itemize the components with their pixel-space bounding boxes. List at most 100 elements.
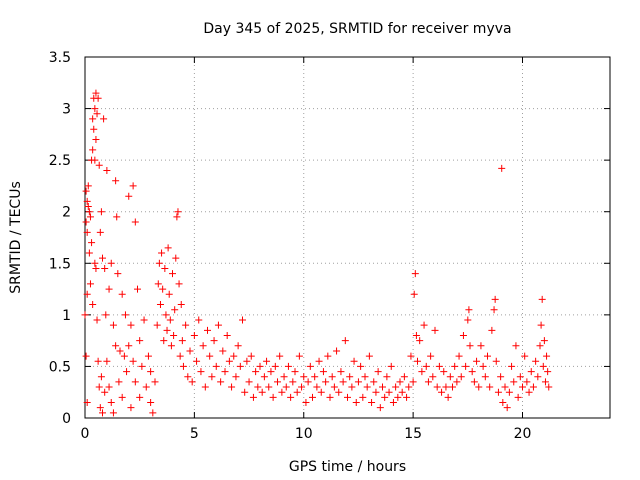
data-point	[115, 378, 123, 386]
data-point	[138, 362, 146, 370]
data-point	[396, 378, 404, 386]
data-point	[84, 182, 92, 190]
data-point	[315, 357, 323, 365]
data-point	[105, 383, 113, 391]
data-point	[529, 383, 537, 391]
data-point	[510, 378, 518, 386]
data-point	[260, 373, 268, 381]
data-point	[304, 378, 312, 386]
data-point	[127, 321, 135, 329]
data-point	[230, 352, 238, 360]
data-point	[400, 373, 408, 381]
data-point	[300, 373, 308, 381]
data-point	[453, 378, 461, 386]
data-point	[236, 362, 244, 370]
data-point	[501, 383, 509, 391]
y-tick-label: 0	[62, 411, 71, 427]
data-point	[159, 285, 167, 293]
data-point	[127, 404, 135, 412]
data-point	[392, 383, 400, 391]
x-tick-label: 20	[514, 426, 532, 442]
data-point	[387, 362, 395, 370]
y-tick-label: 1	[62, 308, 71, 324]
data-point	[468, 368, 476, 376]
data-point	[363, 383, 371, 391]
data-point	[302, 399, 310, 407]
data-point	[490, 306, 498, 314]
chart-title: Day 345 of 2025, SRMTID for receiver myv…	[203, 21, 511, 37]
data-point	[155, 259, 163, 267]
data-point	[147, 368, 155, 376]
data-point	[287, 393, 295, 401]
data-point	[348, 383, 356, 391]
data-point	[462, 362, 470, 370]
data-point	[379, 383, 386, 391]
y-tick-label: 1.5	[49, 256, 71, 272]
data-point	[239, 316, 246, 324]
data-point	[394, 393, 402, 401]
data-point	[475, 383, 483, 391]
data-point	[228, 383, 236, 391]
data-point	[164, 244, 172, 252]
data-point	[344, 393, 351, 401]
data-point	[101, 264, 109, 272]
data-point	[313, 383, 321, 391]
data-point	[267, 368, 275, 376]
data-point	[352, 399, 360, 407]
data-points	[81, 89, 553, 417]
data-point	[368, 399, 376, 407]
data-point	[543, 352, 551, 360]
x-tick-label: 0	[81, 426, 90, 442]
data-point	[113, 213, 121, 221]
data-point	[274, 378, 281, 386]
data-point	[91, 259, 99, 267]
data-point	[92, 264, 100, 272]
data-point	[83, 197, 91, 205]
data-point	[214, 321, 222, 329]
data-point	[335, 388, 343, 396]
data-point	[118, 290, 126, 298]
data-point	[92, 89, 100, 97]
data-point	[153, 321, 161, 329]
data-point	[212, 362, 220, 370]
data-point	[129, 182, 137, 190]
data-point	[512, 342, 520, 350]
data-point	[269, 393, 277, 401]
data-point	[97, 208, 105, 216]
data-point	[407, 352, 415, 360]
data-point	[89, 301, 97, 309]
data-point	[544, 368, 552, 376]
data-point	[365, 352, 373, 360]
data-point	[311, 373, 319, 381]
data-point	[156, 301, 164, 309]
data-point	[125, 342, 133, 350]
data-point	[374, 368, 382, 376]
data-point	[102, 311, 110, 319]
data-point	[161, 264, 169, 272]
data-point	[412, 331, 420, 339]
data-point	[91, 156, 99, 164]
data-point	[298, 383, 306, 391]
data-point	[206, 352, 214, 360]
data-point	[170, 331, 178, 339]
data-point	[403, 393, 411, 401]
data-point	[175, 280, 183, 288]
data-point	[276, 352, 284, 360]
data-point	[225, 357, 233, 365]
data-point	[129, 357, 137, 365]
data-point	[245, 378, 253, 386]
data-point	[96, 404, 104, 412]
data-point	[95, 383, 103, 391]
data-point	[86, 280, 94, 288]
data-point	[114, 270, 122, 278]
data-point	[90, 125, 98, 133]
data-point	[280, 373, 288, 381]
data-point	[322, 378, 330, 386]
data-point	[339, 378, 347, 386]
data-point	[105, 285, 113, 293]
data-point	[149, 409, 157, 417]
data-point	[144, 352, 152, 360]
data-point	[96, 228, 104, 236]
x-tick-label: 5	[190, 426, 199, 442]
